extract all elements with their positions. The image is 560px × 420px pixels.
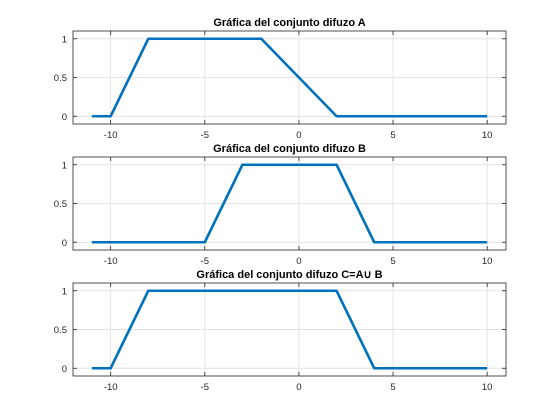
chart-title: Gráfica del conjunto difuzo B [213, 143, 366, 155]
chart-title: Gráfica del conjunto difuzo C=A∪ B [196, 269, 382, 281]
x-tick-label: -10 [104, 256, 118, 267]
y-tick-label: 0 [62, 238, 67, 249]
x-tick-label: 10 [482, 256, 493, 267]
y-tick-label: 0 [62, 112, 67, 123]
y-tick-label: 0.5 [54, 73, 67, 84]
x-tick-label: 5 [390, 256, 395, 267]
x-tick-label: 0 [296, 256, 301, 267]
subplot-2: -10 -5 0 5 10 0 0.5 1 Gráfica del conjunto difuz… [54, 143, 507, 267]
subplot-3: -10 -5 0 5 10 0 0.5 1 Gráfica del conjunto difuz… [54, 269, 507, 393]
x-tick-label: 5 [390, 130, 395, 141]
x-tick-label: 10 [482, 382, 493, 393]
y-tick-label: 0.5 [54, 199, 67, 210]
y-tick-label: 1 [62, 34, 67, 45]
chart-title: Gráfica del conjunto difuzo A [213, 17, 365, 29]
x-tick-label: 0 [296, 382, 301, 393]
series-line [91, 37, 488, 118]
x-tick-label: -10 [104, 130, 118, 141]
subplot-1: -10 -5 0 5 10 0 0.5 1 Gráfica del conjunto difuz… [54, 17, 507, 141]
x-tick-label: 0 [296, 130, 301, 141]
x-tick-label: 10 [482, 130, 493, 141]
x-tick-label: -5 [201, 256, 209, 267]
y-tick-label: 0.5 [54, 325, 67, 336]
y-tick-label: 1 [62, 286, 67, 297]
series-line [91, 289, 488, 370]
x-tick-label: -5 [201, 130, 209, 141]
x-tick-label: -10 [104, 382, 118, 393]
x-tick-label: -5 [201, 382, 209, 393]
y-tick-label: 1 [62, 160, 67, 171]
series-line [91, 163, 488, 244]
y-tick-label: 0 [62, 364, 67, 375]
x-tick-label: 5 [390, 382, 395, 393]
